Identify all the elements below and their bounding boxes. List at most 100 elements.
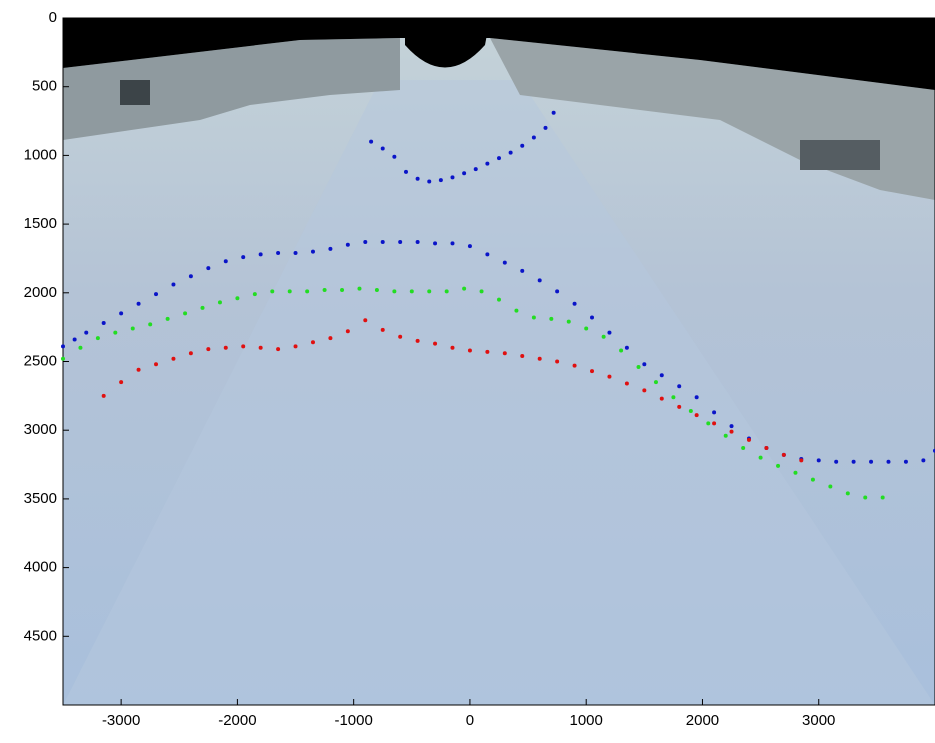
point [154, 362, 159, 367]
point [793, 470, 798, 475]
x-tick-label: 2000 [686, 712, 719, 729]
point [485, 349, 490, 354]
point [828, 484, 833, 489]
point [729, 429, 734, 434]
point [438, 178, 443, 183]
point [551, 110, 556, 115]
x-tick-label: 0 [466, 712, 474, 729]
point [624, 345, 629, 350]
point [520, 143, 525, 148]
point [223, 345, 228, 350]
point [113, 330, 118, 335]
point [183, 311, 188, 316]
point [171, 282, 176, 287]
point [357, 286, 362, 291]
point [409, 289, 414, 294]
x-tick-label: 3000 [802, 712, 835, 729]
point [467, 348, 472, 353]
y-tick-label: 4500 [24, 627, 57, 644]
point [502, 260, 507, 265]
point [136, 301, 141, 306]
point [200, 305, 205, 310]
point [415, 338, 420, 343]
point [444, 289, 449, 294]
point [217, 300, 222, 305]
point [601, 334, 606, 339]
point [723, 433, 728, 438]
y-tick-label: 0 [49, 9, 57, 26]
point [380, 239, 385, 244]
y-tick-label: 1500 [24, 215, 57, 232]
point [433, 241, 438, 246]
y-tick-label: 2000 [24, 284, 57, 301]
point [61, 344, 65, 349]
point [659, 396, 664, 401]
point [130, 326, 135, 331]
point [450, 241, 455, 246]
point [566, 319, 571, 324]
point [572, 301, 577, 306]
point [206, 266, 211, 271]
point [235, 296, 240, 301]
point [712, 410, 717, 415]
point [276, 250, 281, 255]
point [101, 393, 106, 398]
point [746, 437, 751, 442]
point [694, 413, 699, 418]
point [450, 345, 455, 350]
point [485, 252, 490, 257]
point [241, 344, 246, 349]
point [241, 255, 246, 260]
point [78, 345, 83, 350]
point [497, 297, 501, 302]
point [148, 322, 153, 327]
point [758, 455, 763, 460]
y-tick-label: 3500 [24, 490, 57, 507]
point [863, 495, 868, 500]
point [642, 388, 647, 393]
point [590, 315, 595, 320]
point [531, 315, 536, 320]
point [84, 330, 89, 335]
point [607, 330, 612, 335]
point [188, 351, 193, 356]
point [363, 239, 368, 244]
point [479, 289, 484, 294]
point [694, 395, 699, 400]
x-tick-label: 1000 [570, 712, 603, 729]
point [473, 167, 478, 172]
point [467, 244, 472, 249]
point [369, 139, 374, 144]
point [258, 345, 263, 350]
point [223, 259, 228, 264]
point [619, 348, 624, 353]
point [741, 446, 746, 451]
point [508, 150, 513, 155]
point [543, 125, 548, 130]
point [706, 421, 711, 426]
y-tick-label: 500 [32, 78, 57, 95]
point [380, 327, 385, 332]
point [345, 242, 350, 247]
point [310, 340, 315, 345]
point [659, 373, 664, 378]
point [816, 458, 821, 463]
point [95, 336, 100, 341]
point [537, 278, 542, 283]
point [677, 404, 682, 409]
point [776, 463, 781, 468]
point [810, 477, 815, 482]
point [799, 458, 804, 463]
point [537, 356, 542, 361]
y-tick-label: 1000 [24, 146, 57, 163]
point [677, 384, 682, 389]
point [322, 288, 327, 293]
point [72, 337, 77, 342]
y-tick-label: 2500 [24, 352, 57, 369]
point [392, 289, 397, 294]
point [584, 326, 589, 331]
point [462, 171, 467, 176]
point [154, 292, 159, 297]
point [252, 292, 257, 297]
